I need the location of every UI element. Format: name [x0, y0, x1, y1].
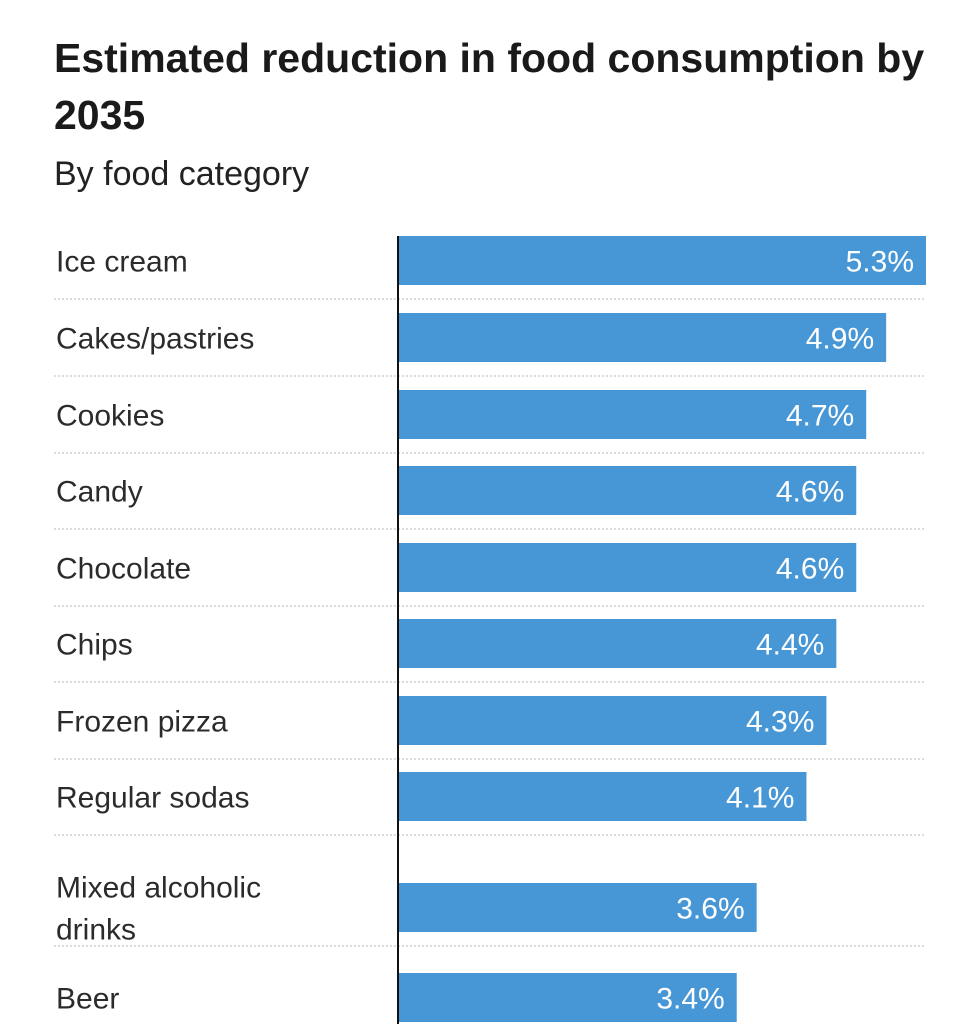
category-label: Candy [56, 476, 143, 509]
bar [398, 543, 857, 592]
value-label: 4.4% [756, 629, 824, 662]
bar [398, 772, 807, 821]
bar [398, 236, 926, 285]
category-label: Ice cream [56, 246, 188, 279]
category-label: Cookies [56, 400, 164, 433]
bar-row: 3.4% Beer [56, 973, 737, 1022]
category-label: Regular sodas [56, 782, 249, 815]
value-label: 5.3% [846, 246, 914, 279]
category-label: Beer [56, 983, 119, 1016]
bar [398, 466, 857, 515]
bar-row: 5.3% Ice cream [54, 236, 926, 300]
value-label: 3.6% [676, 893, 744, 926]
value-label: 4.9% [806, 323, 874, 356]
bar-row: 4.7% Cookies [54, 390, 926, 454]
value-label: 4.6% [776, 553, 844, 586]
value-label: 4.1% [726, 782, 794, 815]
category-label: Chocolate [56, 553, 191, 586]
bar [398, 390, 867, 439]
category-label: Cakes/pastries [56, 323, 254, 356]
bar [398, 696, 827, 745]
bar [398, 973, 737, 1022]
category-label: drinks [56, 914, 136, 947]
value-label: 4.6% [776, 476, 844, 509]
bar-row: 4.6% Chocolate [54, 543, 926, 607]
category-label: Frozen pizza [56, 706, 228, 739]
bar-row: 4.4% Chips [54, 619, 926, 683]
chart-subtitle: By food category [54, 155, 310, 193]
bar-row: 4.9% Cakes/pastries [54, 313, 926, 377]
category-label: Mixed alcoholic [56, 872, 261, 905]
bar [398, 883, 757, 932]
bar-row: 4.1% Regular sodas [54, 772, 926, 836]
bar [398, 313, 887, 362]
value-label: 3.4% [656, 983, 724, 1016]
category-label: Chips [56, 629, 133, 662]
value-label: 4.7% [786, 400, 854, 433]
bar-row: 4.6% Candy [54, 466, 926, 530]
bar-row: 4.3% Frozen pizza [54, 696, 926, 760]
bar-row: 3.6% Mixed alcoholic drinks [54, 872, 926, 947]
value-label: 4.3% [746, 706, 814, 739]
chart-title: Estimated reduction in food consumption … [54, 35, 925, 138]
bar [398, 619, 837, 668]
